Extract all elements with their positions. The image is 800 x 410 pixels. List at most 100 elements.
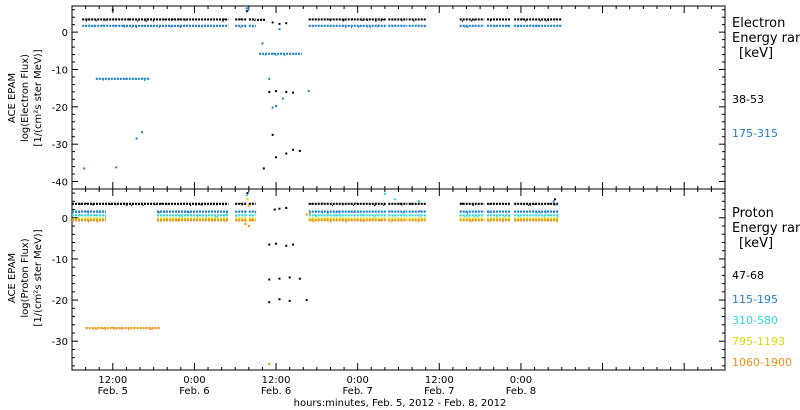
proton-series-2-jitter: [473, 215, 476, 218]
electron-series-1-jitter: [142, 77, 144, 79]
proton-series-1-jitter: [208, 211, 210, 213]
electron-ylabel-line-1: ACE EPAM: [7, 73, 18, 123]
electron-series-0-point: [298, 149, 301, 152]
electron-series-0-jitter: [184, 19, 186, 21]
proton-series-0-point: [278, 207, 281, 210]
proton-series-4-jitter: [550, 220, 553, 222]
electron-series-1-jitter: [123, 26, 126, 28]
proton-series-4-jitter: [88, 220, 90, 222]
electron-series-1-jitter: [409, 25, 411, 27]
proton-series-2-jitter: [224, 214, 227, 216]
proton-series-1-jitter: [98, 212, 100, 214]
electron-series-1-jitter: [517, 26, 519, 28]
electron-series-1-jitter: [158, 26, 160, 29]
proton-series-4-jitter: [150, 328, 153, 331]
proton-series-2-jitter: [334, 215, 336, 217]
proton-ytick-label: -20: [52, 296, 68, 307]
electron-legend-title-2: Energy ranges: [732, 31, 800, 46]
electron-series-1-jitter: [91, 25, 93, 27]
proton-series-0-jitter: [374, 204, 376, 206]
proton-series-2-jitter: [252, 215, 254, 217]
proton-series-1-jitter: [338, 210, 340, 212]
proton-series-1-jitter: [404, 210, 406, 212]
electron-series-1-jitter: [369, 26, 371, 28]
proton-series-2-jitter: [214, 215, 217, 218]
proton-series-0-jitter: [529, 204, 532, 206]
proton-series-4-jitter: [213, 219, 215, 221]
proton-series-2-point: [417, 200, 420, 203]
proton-series-0-jitter: [240, 202, 242, 205]
data-layer: [72, 7, 562, 365]
electron-series-1-jitter: [270, 53, 273, 55]
proton-series-0-jitter: [222, 204, 224, 206]
proton-series-0-jitter: [124, 203, 126, 205]
electron-series-0-jitter: [342, 19, 344, 21]
electron-series-0-jitter: [241, 19, 244, 21]
proton-series-2-jitter: [336, 214, 338, 216]
electron-series-1-jitter: [342, 24, 345, 26]
proton-series-0-jitter: [356, 202, 358, 204]
proton-series-2-jitter: [330, 215, 332, 217]
electron-series-0-point: [245, 10, 248, 13]
electron-series-1-jitter: [474, 25, 476, 27]
electron-series-1-jitter: [384, 25, 386, 28]
proton-series-0-jitter: [548, 203, 550, 205]
proton-series-2-jitter: [246, 214, 248, 216]
electron-series-0-jitter: [141, 19, 143, 21]
proton-series-0-jitter: [215, 204, 218, 206]
proton-series-0-jitter: [534, 203, 536, 205]
electron-series-1-point: [141, 131, 144, 134]
proton-series-2-jitter: [211, 214, 213, 216]
proton-series-2-jitter: [557, 216, 559, 218]
proton-series-4-jitter: [356, 219, 358, 221]
electron-series-0-jitter: [380, 20, 382, 22]
electron-series-0-jitter: [361, 19, 363, 21]
proton-series-2-point: [245, 194, 248, 197]
proton-series-0-jitter: [167, 203, 169, 205]
proton-series-3-jitter: [185, 218, 187, 220]
electron-series-1-jitter: [93, 25, 95, 27]
proton-series-4-jitter: [533, 219, 535, 221]
electron-series-0-jitter: [240, 18, 242, 21]
proton-series-3-jitter: [551, 218, 553, 220]
proton-series-1-jitter: [545, 210, 547, 212]
proton-series-0-jitter: [248, 203, 251, 205]
electron-series-0-point: [271, 133, 274, 136]
proton-series-1-jitter: [187, 212, 189, 214]
electron-series-1-jitter: [198, 26, 200, 28]
proton-series-2-jitter: [518, 214, 520, 216]
electron-series-0-jitter: [394, 19, 396, 21]
proton-series-4-point: [247, 225, 250, 228]
proton-series-4-jitter: [361, 220, 363, 222]
electron-series-1-jitter: [272, 52, 275, 55]
proton-ytick-label: -10: [52, 255, 68, 266]
electron-series-1-jitter: [394, 24, 396, 26]
proton-series-2-jitter: [79, 214, 81, 216]
proton-series-1-jitter: [159, 211, 161, 213]
proton-series-0-jitter: [109, 203, 112, 206]
electron-series-0-point: [292, 91, 295, 94]
x-tick-label-time: 0:00: [510, 375, 532, 386]
proton-legend-entry-795-1193: 795-1193: [732, 335, 785, 348]
proton-series-4-jitter: [226, 219, 228, 221]
electron-series-0-jitter: [87, 18, 89, 21]
proton-series-0-point: [288, 276, 291, 279]
proton-series-4-jitter: [345, 221, 347, 223]
electron-series-1-point: [245, 7, 248, 10]
electron-series-0-jitter: [366, 18, 368, 20]
proton-series-3-jitter: [204, 217, 207, 219]
proton-series-3-jitter: [550, 218, 552, 220]
electron-series-1-jitter: [117, 78, 120, 80]
electron-series-1-point: [268, 77, 271, 80]
electron-series-1-jitter: [357, 26, 360, 28]
proton-series-1-jitter: [188, 211, 190, 213]
proton-series-0-point: [246, 192, 249, 195]
electron-series-0-point: [285, 90, 288, 93]
proton-series-1-jitter: [356, 211, 359, 213]
electron-series-1-jitter: [464, 26, 466, 28]
proton-series-4-jitter: [114, 328, 116, 330]
proton-series-2-jitter: [518, 215, 520, 217]
proton-series-3-jitter: [555, 218, 557, 220]
proton-series-4-jitter: [489, 220, 491, 222]
proton-series-1-jitter: [419, 210, 422, 212]
